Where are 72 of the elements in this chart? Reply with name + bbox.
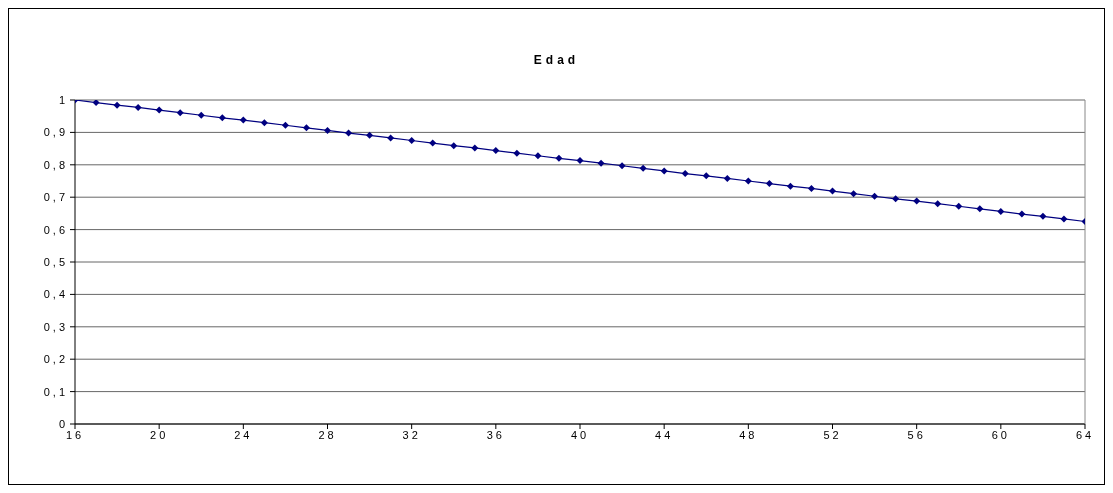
point: [955, 202, 963, 210]
point: [197, 111, 205, 119]
point: [892, 195, 900, 203]
point: [555, 154, 563, 162]
point: [1039, 212, 1047, 220]
point: [155, 106, 163, 114]
x-tick-label: 44: [655, 428, 674, 441]
x-tick-label: 20: [150, 428, 169, 441]
y-tick-label: 0,3: [43, 320, 68, 333]
y-tick-label: 0,5: [43, 255, 68, 268]
x-tick-label: 60: [991, 428, 1010, 441]
point: [324, 126, 331, 134]
point: [913, 197, 921, 205]
point: [934, 200, 942, 208]
y-tick-label: 0,7: [43, 191, 68, 204]
point: [281, 121, 289, 129]
x-tick-label: 56: [907, 428, 926, 441]
point: [387, 134, 395, 142]
point: [1060, 215, 1068, 223]
point: [723, 174, 731, 182]
point: [850, 190, 858, 198]
point: [492, 147, 500, 155]
point: [597, 159, 605, 167]
point: [471, 144, 479, 152]
x-tick-label: 36: [486, 428, 505, 441]
x-tick-label: 24: [234, 428, 253, 441]
point: [534, 152, 542, 160]
point: [366, 131, 374, 139]
y-tick-label: 1: [58, 93, 68, 106]
point: [218, 114, 226, 122]
point: [134, 103, 142, 111]
point: [408, 137, 416, 144]
point: [92, 100, 100, 107]
x-tick-label: 48: [739, 428, 758, 441]
point: [871, 192, 879, 200]
chart-title: Edad: [532, 53, 581, 67]
point: [807, 184, 815, 192]
x-tick-label: 16: [65, 428, 85, 441]
point: [765, 180, 773, 188]
point: [702, 172, 710, 180]
point: [576, 157, 584, 165]
y-tick-label: 0,9: [43, 126, 68, 139]
y-tick-label: 0,1: [43, 385, 68, 398]
point: [997, 207, 1005, 215]
point: [976, 205, 984, 213]
x-tick-label: 52: [823, 428, 842, 441]
y-tick-label: 0,6: [43, 223, 68, 236]
y-tick-label: 0,8: [43, 158, 68, 171]
x-tick-label: 28: [318, 428, 337, 441]
point: [239, 116, 247, 124]
point: [639, 164, 647, 172]
point: [113, 101, 121, 109]
point: [260, 119, 268, 127]
point: [513, 149, 521, 157]
y-tick-label: 0,2: [43, 353, 68, 366]
y-tick-label: 0: [58, 417, 68, 430]
point: [744, 177, 752, 185]
y-tick-label: 0,4: [43, 288, 68, 301]
point: [1018, 210, 1026, 218]
point: [450, 142, 458, 150]
point: [302, 124, 310, 132]
x-tick-label: 64: [1075, 428, 1095, 441]
point: [176, 109, 184, 117]
point: [618, 162, 626, 170]
point: [786, 182, 794, 190]
point: [345, 129, 353, 137]
point: [829, 187, 836, 195]
point: [429, 139, 437, 147]
x-tick-label: 32: [402, 428, 421, 441]
point: [660, 167, 668, 175]
point: [681, 170, 689, 178]
x-tick-label: 40: [570, 428, 590, 441]
